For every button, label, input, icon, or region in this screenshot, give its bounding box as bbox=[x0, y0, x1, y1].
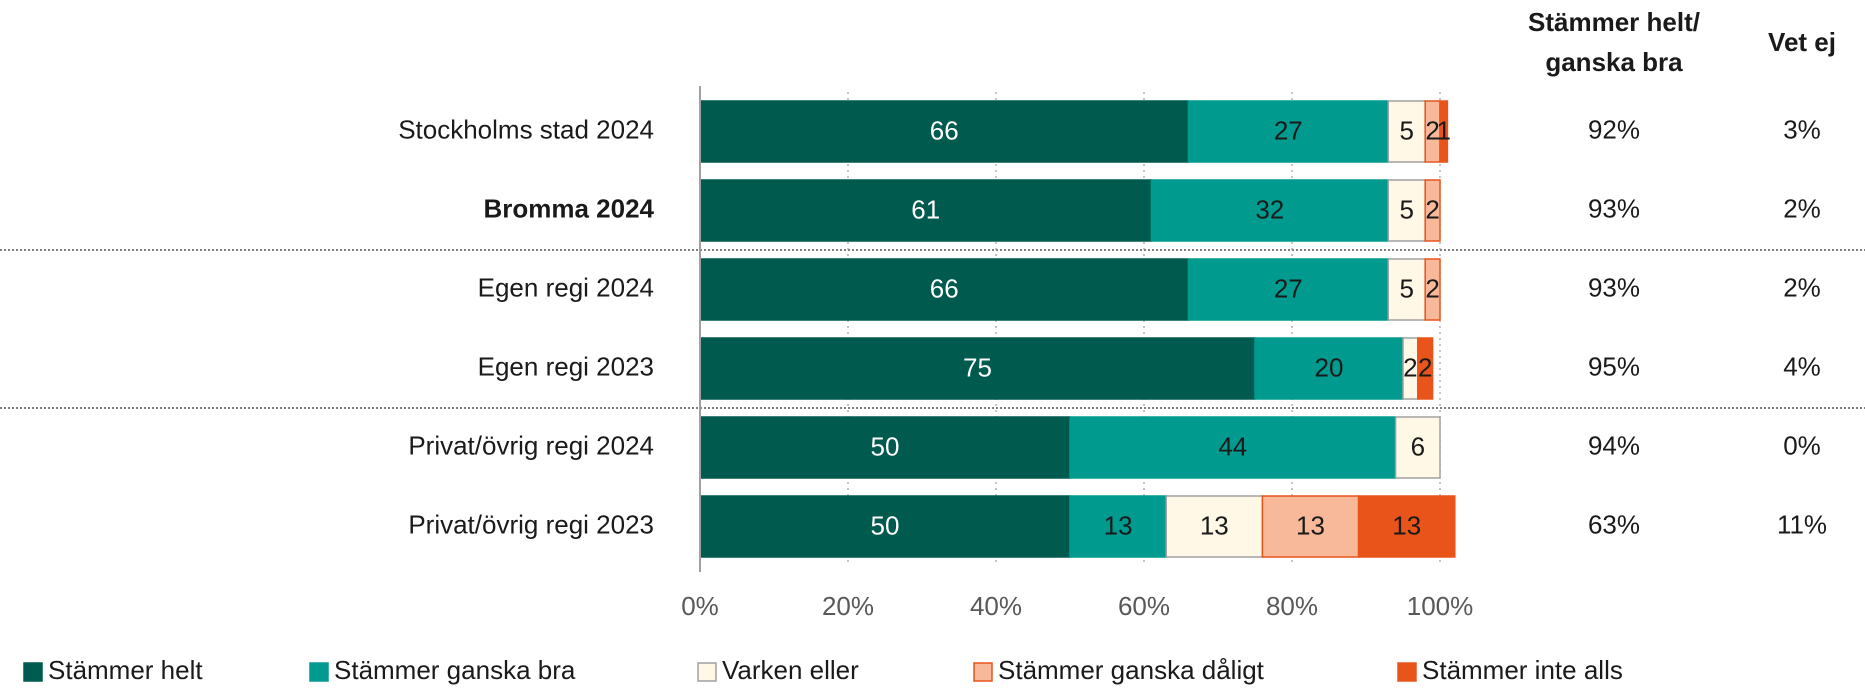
column-value: 2% bbox=[1783, 272, 1821, 302]
x-tick-label: 0% bbox=[681, 591, 719, 621]
data-label: 13 bbox=[1200, 510, 1229, 540]
data-label: 6 bbox=[1411, 431, 1425, 461]
bar-segment bbox=[699, 258, 1190, 321]
data-label: 61 bbox=[911, 194, 940, 224]
column-value: 3% bbox=[1783, 114, 1821, 144]
data-label: 5 bbox=[1399, 115, 1413, 145]
data-label: 75 bbox=[963, 352, 992, 382]
column-value: 94% bbox=[1588, 430, 1640, 460]
x-tick-label: 100% bbox=[1407, 591, 1474, 621]
legend-swatch bbox=[23, 662, 43, 682]
data-label: 2 bbox=[1425, 194, 1439, 224]
column-value: 4% bbox=[1783, 351, 1821, 381]
legend-label: Varken eller bbox=[722, 655, 859, 685]
bar-segment bbox=[699, 495, 1071, 558]
legend-label: Stämmer inte alls bbox=[1422, 655, 1623, 685]
bar-segment bbox=[699, 100, 1190, 163]
data-label: 27 bbox=[1274, 115, 1303, 145]
bar-segment bbox=[699, 337, 1256, 400]
data-label: 50 bbox=[871, 510, 900, 540]
data-label: 2 bbox=[1425, 273, 1439, 303]
column-header: ganska bra bbox=[1545, 47, 1683, 77]
data-label: 5 bbox=[1399, 194, 1413, 224]
data-label: 1 bbox=[1436, 115, 1450, 145]
category-label: Privat/övrig regi 2023 bbox=[408, 509, 654, 539]
column-value: 0% bbox=[1783, 430, 1821, 460]
legend-swatch bbox=[1397, 662, 1417, 682]
data-label: 5 bbox=[1399, 273, 1413, 303]
data-label: 2 bbox=[1403, 352, 1417, 382]
bar-segment bbox=[1387, 179, 1426, 242]
category-label: Privat/övrig regi 2024 bbox=[408, 430, 654, 460]
x-tick-label: 80% bbox=[1266, 591, 1318, 621]
category-label: Stockholms stad 2024 bbox=[398, 114, 654, 144]
data-label: 13 bbox=[1392, 510, 1421, 540]
data-label: 13 bbox=[1104, 510, 1133, 540]
data-label: 2 bbox=[1425, 115, 1439, 145]
bar-segment bbox=[1187, 100, 1389, 163]
x-tick-label: 20% bbox=[822, 591, 874, 621]
column-value: 2% bbox=[1783, 193, 1821, 223]
bar-segment bbox=[1357, 495, 1456, 558]
column-header: Stämmer helt/ bbox=[1528, 7, 1700, 37]
data-label: 32 bbox=[1255, 194, 1284, 224]
bar-segment bbox=[1439, 100, 1449, 163]
column-header: Vet ej bbox=[1768, 27, 1836, 57]
bar-segment bbox=[1165, 495, 1264, 558]
column-value: 93% bbox=[1588, 272, 1640, 302]
data-label: 66 bbox=[930, 273, 959, 303]
bar-segment bbox=[1417, 337, 1434, 400]
category-label: Bromma 2024 bbox=[483, 193, 654, 223]
bar-segment bbox=[1150, 179, 1389, 242]
data-label: 27 bbox=[1274, 273, 1303, 303]
data-label: 50 bbox=[871, 431, 900, 461]
data-label: 20 bbox=[1315, 352, 1344, 382]
data-label: 2 bbox=[1418, 352, 1432, 382]
bar-segment bbox=[1387, 100, 1426, 163]
column-value: 92% bbox=[1588, 114, 1640, 144]
legend-swatch bbox=[973, 662, 993, 682]
legend-label: Stämmer ganska bra bbox=[334, 655, 576, 685]
legend-swatch bbox=[309, 662, 329, 682]
x-tick-label: 60% bbox=[1118, 591, 1170, 621]
legend-label: Stämmer helt bbox=[48, 655, 203, 685]
column-value: 11% bbox=[1777, 509, 1827, 539]
bar-segment bbox=[1424, 258, 1441, 321]
data-label: 13 bbox=[1296, 510, 1325, 540]
bar-segment bbox=[699, 416, 1071, 479]
category-label: Egen regi 2024 bbox=[478, 272, 654, 302]
bar-segment bbox=[1387, 258, 1426, 321]
bar-segment bbox=[1424, 179, 1441, 242]
column-value: 93% bbox=[1588, 193, 1640, 223]
bar-segment bbox=[1254, 337, 1404, 400]
data-label: 66 bbox=[930, 115, 959, 145]
column-value: 63% bbox=[1588, 509, 1640, 539]
bar-segment bbox=[1394, 416, 1441, 479]
legend-label: Stämmer ganska dåligt bbox=[998, 655, 1265, 685]
bar-segment bbox=[1069, 495, 1167, 558]
category-label: Egen regi 2023 bbox=[478, 351, 654, 381]
bar-segment bbox=[1069, 416, 1397, 479]
bar-segment bbox=[699, 179, 1153, 242]
data-label: 44 bbox=[1218, 431, 1247, 461]
column-value: 95% bbox=[1588, 351, 1640, 381]
legend-swatch bbox=[697, 662, 717, 682]
x-tick-label: 40% bbox=[970, 591, 1022, 621]
